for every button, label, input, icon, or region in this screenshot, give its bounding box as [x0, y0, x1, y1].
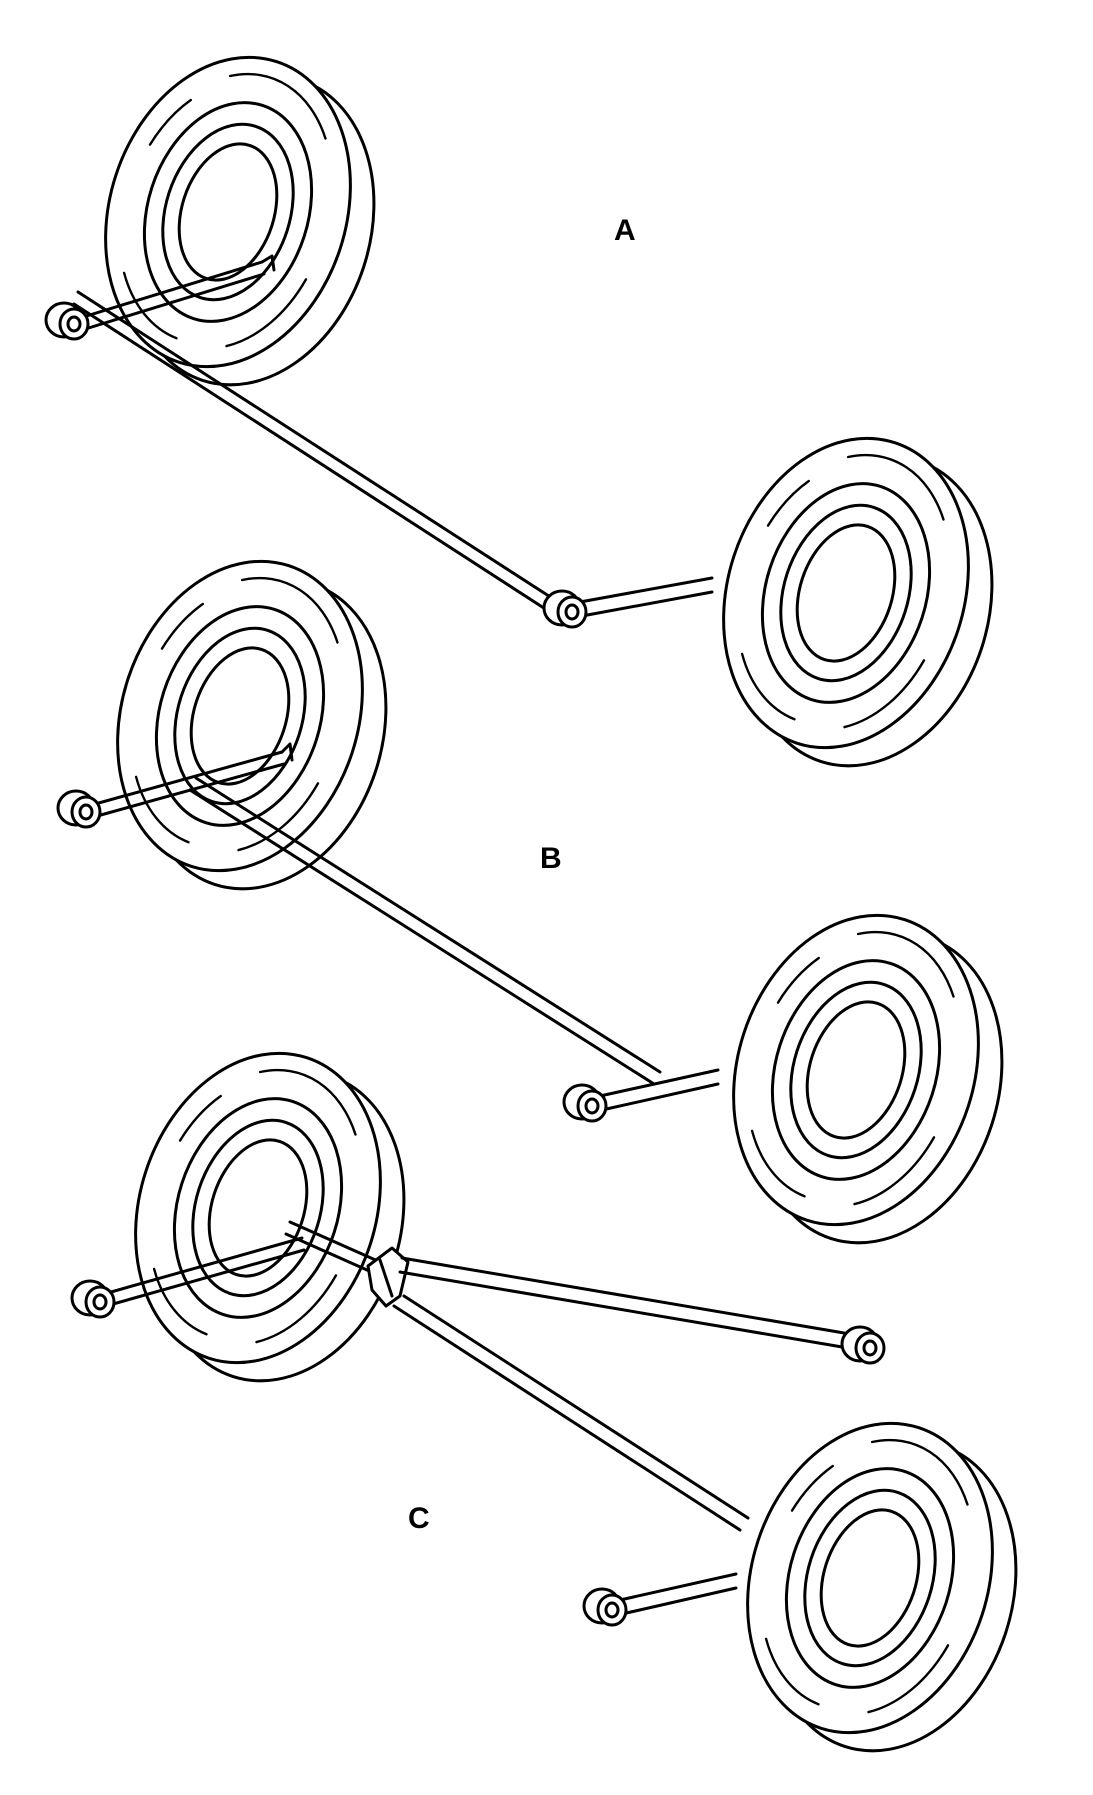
panel-c: C — [70, 1019, 1060, 1785]
panel-c-axle-beam — [392, 1294, 750, 1532]
panel-b-label: B — [540, 842, 562, 875]
panel-a-axle-beam — [72, 290, 557, 614]
panel-c-left-wheel — [92, 1019, 448, 1415]
panel-a-right-bushing — [542, 589, 588, 629]
panel-b-right-arm — [598, 1068, 720, 1112]
panel-b-axle-beam — [188, 776, 662, 1086]
panel-a-label: A — [614, 214, 636, 247]
panel-c-left-arm — [102, 1236, 306, 1308]
panel-b-left-bushing — [56, 789, 102, 829]
panel-c-right-arm — [618, 1572, 738, 1616]
panel-a-left-arm — [78, 254, 276, 332]
panel-b-right-wheel — [690, 881, 1046, 1277]
panel-b: B — [56, 527, 1046, 1277]
panel-c-left-bushing — [70, 1279, 116, 1319]
panel-c-trailing-arm — [398, 1256, 852, 1350]
panel-a: A — [44, 23, 1036, 800]
panel-b-left-wheel — [74, 527, 430, 923]
panel-b-left-arm — [86, 742, 294, 820]
panel-c-pivot-joint — [366, 1246, 410, 1308]
panel-a-left-wheel — [62, 23, 418, 419]
panel-c-stub-axle — [284, 1220, 382, 1276]
panel-a-right-wheel — [680, 404, 1036, 800]
panel-c-right-wheel — [704, 1389, 1060, 1785]
panel-c-label: C — [408, 1502, 430, 1535]
panel-c-right-bushing — [582, 1587, 628, 1627]
panel-b-right-bushing — [562, 1083, 608, 1123]
panel-a-right-arm — [578, 576, 714, 618]
panel-c-trailing-arm-bushing — [840, 1325, 886, 1365]
